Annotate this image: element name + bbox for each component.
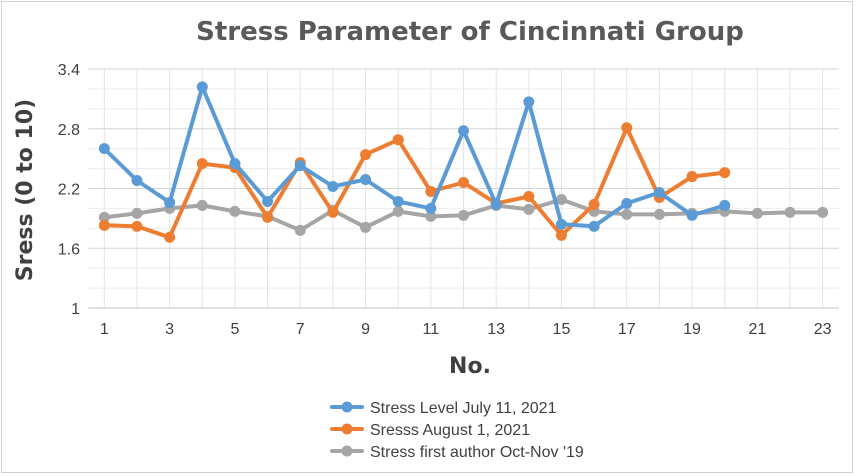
data-point <box>196 81 208 93</box>
series-line <box>102 84 727 229</box>
series-layer <box>98 81 829 243</box>
data-point <box>392 134 404 146</box>
data-point <box>425 185 437 197</box>
data-point <box>196 199 208 211</box>
x-tick-label: 21 <box>748 321 766 338</box>
data-point <box>686 209 698 221</box>
data-point <box>425 202 437 214</box>
data-point <box>98 219 110 231</box>
legend-label: Stress Level July 11, 2021 <box>370 400 557 417</box>
data-point <box>131 220 143 232</box>
data-point <box>98 143 110 155</box>
x-tick-label: 5 <box>230 321 239 338</box>
y-tick-label: 1 <box>71 301 80 318</box>
legend-swatch-marker <box>341 445 353 457</box>
legend-label: Stress first author Oct-Nov '19 <box>370 444 584 461</box>
data-point <box>98 211 110 223</box>
data-point <box>294 224 306 236</box>
data-point <box>327 181 339 193</box>
data-point <box>653 208 665 220</box>
series-line <box>102 125 727 240</box>
y-tick-label: 1.6 <box>58 241 80 258</box>
data-point <box>196 158 208 170</box>
x-tick-label: 13 <box>487 321 505 338</box>
x-tick-label: 15 <box>553 321 571 338</box>
legend-swatch-marker <box>341 401 353 413</box>
data-point <box>262 211 274 223</box>
data-point <box>262 195 274 207</box>
data-point <box>131 207 143 219</box>
x-tick-label: 1 <box>100 321 109 338</box>
x-axis-title: No. <box>449 354 491 379</box>
data-point <box>360 221 372 233</box>
data-point <box>327 206 339 218</box>
data-point <box>164 231 176 243</box>
data-point <box>523 96 535 108</box>
legend-swatch-marker <box>341 423 353 435</box>
y-axis-title: Sress (0 to 10) <box>13 99 38 281</box>
data-point <box>817 206 829 218</box>
data-point <box>523 203 535 215</box>
chart-title: Stress Parameter of Cincinnati Group <box>196 17 744 47</box>
data-point <box>719 167 731 179</box>
x-tick-label: 9 <box>361 321 370 338</box>
legend-item: Sresss August 1, 2021 <box>330 422 530 439</box>
data-point <box>751 207 763 219</box>
data-point <box>392 195 404 207</box>
legend: Stress Level July 11, 2021 Sresss August … <box>330 400 584 461</box>
data-point <box>360 149 372 161</box>
data-point <box>621 208 633 220</box>
data-point <box>555 229 567 241</box>
y-tick-label: 2.8 <box>58 122 80 139</box>
x-tick-label: 19 <box>683 321 701 338</box>
x-tick-label: 3 <box>165 321 174 338</box>
data-point <box>131 175 143 187</box>
data-point <box>164 196 176 208</box>
y-tick-label: 3.4 <box>58 62 80 79</box>
data-point <box>229 158 241 170</box>
data-point <box>458 209 469 221</box>
data-point <box>360 174 372 186</box>
x-tick-label: 17 <box>618 321 636 338</box>
data-point <box>458 125 469 137</box>
data-point <box>653 186 665 198</box>
legend-label: Sresss August 1, 2021 <box>370 422 530 439</box>
data-point <box>555 193 567 205</box>
y-tick-label: 2.2 <box>58 182 80 199</box>
grid-lines <box>88 68 839 309</box>
x-tick-label: 23 <box>814 321 832 338</box>
data-point <box>588 220 600 232</box>
legend-item: Stress Level July 11, 2021 <box>330 400 557 417</box>
tick-labels: 11.62.22.83.41 3 5 7 9 11 13 15 17 19 21 23 <box>58 62 832 338</box>
data-point <box>588 198 600 210</box>
data-point <box>555 218 567 230</box>
data-point <box>490 198 502 210</box>
data-point <box>621 122 633 134</box>
data-point <box>458 177 469 189</box>
data-point <box>392 205 404 217</box>
x-tick-label: 7 <box>296 321 305 338</box>
data-point <box>719 199 731 211</box>
data-point <box>686 171 698 183</box>
data-point <box>523 190 535 202</box>
data-point <box>784 206 796 218</box>
legend-item: Stress first author Oct-Nov '19 <box>330 444 584 461</box>
x-tick-label: 11 <box>423 321 440 338</box>
data-point <box>425 210 437 222</box>
series-1 <box>98 81 731 232</box>
series-2 <box>98 122 731 243</box>
data-point <box>621 197 633 209</box>
data-point <box>294 160 306 172</box>
data-point <box>229 205 241 217</box>
